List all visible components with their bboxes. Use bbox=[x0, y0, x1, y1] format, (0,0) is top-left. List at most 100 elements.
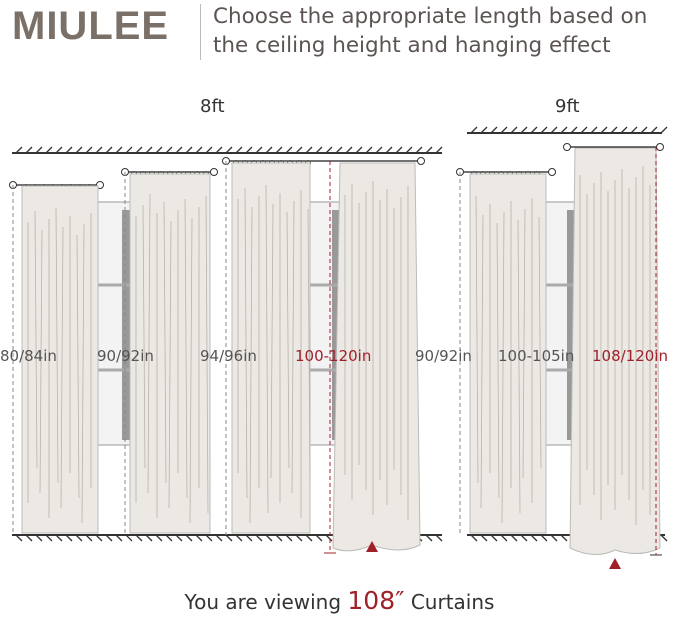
floor-line-hatch bbox=[25, 534, 33, 542]
footer-caption: You are viewing 108″ Curtains bbox=[0, 586, 679, 615]
ceiling-line-hatch bbox=[185, 146, 193, 154]
floor-line-hatch bbox=[560, 534, 568, 542]
ceiling-line-hatch bbox=[610, 126, 618, 134]
ceiling-line-hatch bbox=[85, 146, 93, 154]
floor-line-hatch bbox=[195, 534, 203, 542]
curtain-fold bbox=[307, 208, 311, 484]
ceiling-line-hatch bbox=[285, 146, 293, 154]
length-label-highlight: 108/120in bbox=[592, 347, 668, 365]
floor-line-hatch bbox=[65, 534, 73, 542]
window-frame bbox=[122, 210, 130, 440]
curtain-fold bbox=[34, 210, 38, 469]
ceiling-line-hatch bbox=[365, 146, 373, 154]
floor-line-hatch bbox=[265, 534, 273, 542]
curtain-fold bbox=[76, 234, 80, 499]
floor-line-hatch bbox=[185, 534, 193, 542]
ceiling-line-hatch bbox=[165, 146, 173, 154]
floor-line-hatch bbox=[315, 534, 323, 542]
floor-marker-triangle bbox=[366, 541, 378, 552]
floor-line-hatch bbox=[145, 534, 153, 542]
ceiling-line-hatch bbox=[55, 146, 63, 154]
floor-line-hatch bbox=[215, 534, 223, 542]
ceiling-line-hatch bbox=[145, 146, 153, 154]
curtain-fold bbox=[39, 229, 43, 494]
ceiling-line-hatch bbox=[45, 146, 53, 154]
length-label: 94/96in bbox=[200, 347, 257, 365]
floor-line-hatch bbox=[165, 534, 173, 542]
footer-size: 108″ bbox=[347, 586, 405, 615]
ceiling-line-hatch bbox=[335, 146, 343, 154]
ceiling-line-hatch bbox=[395, 146, 403, 154]
ceiling-line-hatch bbox=[245, 146, 253, 154]
floor-line-hatch bbox=[245, 534, 253, 542]
ceiling-line-hatch bbox=[490, 126, 498, 134]
ceiling-line-hatch bbox=[275, 146, 283, 154]
ceiling-line-hatch bbox=[225, 146, 233, 154]
length-label: 80/84in bbox=[0, 347, 57, 365]
floor-line-hatch bbox=[105, 534, 113, 542]
ceiling-line-hatch bbox=[640, 126, 648, 134]
rod-finial bbox=[563, 143, 571, 151]
floor-line-hatch bbox=[225, 534, 233, 542]
floor-line-hatch bbox=[125, 534, 133, 542]
ceiling-line-hatch bbox=[560, 126, 568, 134]
ceiling-line-hatch bbox=[520, 126, 528, 134]
floor-line-hatch bbox=[490, 534, 498, 542]
ceiling-line-hatch bbox=[405, 146, 413, 154]
floor-line-hatch bbox=[295, 534, 303, 542]
ceiling-line-hatch bbox=[630, 126, 638, 134]
ceiling-line-hatch bbox=[305, 146, 313, 154]
ceiling-line-hatch bbox=[480, 126, 488, 134]
ceiling-line-hatch bbox=[600, 126, 608, 134]
curtain-fold bbox=[60, 226, 64, 509]
floor-line-hatch bbox=[530, 534, 538, 542]
floor-line-hatch bbox=[135, 534, 143, 542]
ceiling-line-hatch bbox=[385, 146, 393, 154]
ceiling-line-hatch bbox=[235, 146, 243, 154]
ceiling-line-hatch bbox=[345, 146, 353, 154]
ceiling-line-hatch bbox=[500, 126, 508, 134]
floor-marker-triangle bbox=[609, 558, 621, 569]
curtain-fold bbox=[291, 200, 295, 494]
length-label: 90/92in bbox=[97, 347, 154, 365]
curtain-fold bbox=[538, 216, 542, 469]
ceiling-line-hatch bbox=[135, 146, 143, 154]
floor-line-hatch bbox=[45, 534, 53, 542]
ceiling-line-hatch bbox=[570, 126, 578, 134]
ceiling-line-hatch bbox=[510, 126, 518, 134]
ceiling-line-hatch bbox=[25, 146, 33, 154]
floor-line-hatch bbox=[510, 534, 518, 542]
floor-line-hatch bbox=[325, 534, 333, 542]
ceiling-line-hatch bbox=[215, 146, 223, 154]
floor-line-hatch bbox=[305, 534, 313, 542]
ceiling-line-hatch bbox=[155, 146, 163, 154]
floor-line-hatch bbox=[155, 534, 163, 542]
length-label: 90/92in bbox=[415, 347, 472, 365]
floor-line-hatch bbox=[275, 534, 283, 542]
heading-line-2: the ceiling height and hanging effect bbox=[213, 33, 611, 58]
ceiling-line-hatch bbox=[470, 126, 478, 134]
ceiling-line-hatch bbox=[15, 146, 23, 154]
floor-line-hatch bbox=[95, 534, 103, 542]
ceiling-line-hatch bbox=[650, 126, 658, 134]
floor-line-hatch bbox=[15, 534, 23, 542]
ceiling-line-hatch bbox=[175, 146, 183, 154]
ceiling-line-hatch bbox=[590, 126, 598, 134]
footer-suffix: Curtains bbox=[410, 590, 495, 614]
length-label-highlight: 100-120in bbox=[295, 347, 371, 365]
floor-line-hatch bbox=[435, 534, 443, 542]
floor-line-hatch bbox=[425, 534, 433, 542]
ceiling-line-hatch bbox=[580, 126, 588, 134]
heading-line-1: Choose the appropriate length based on bbox=[213, 4, 648, 29]
curtain-fold bbox=[142, 204, 146, 469]
curtain-panel bbox=[469, 173, 547, 534]
ceiling-line-hatch bbox=[255, 146, 263, 154]
footer-prefix: You are viewing bbox=[184, 590, 342, 614]
ceiling-line-hatch bbox=[265, 146, 273, 154]
ceiling-line-hatch bbox=[65, 146, 73, 154]
ceiling-line-hatch bbox=[355, 146, 363, 154]
ceiling-line-hatch bbox=[435, 146, 443, 154]
curtain-fold bbox=[163, 201, 167, 484]
ceiling-line-hatch bbox=[195, 146, 203, 154]
